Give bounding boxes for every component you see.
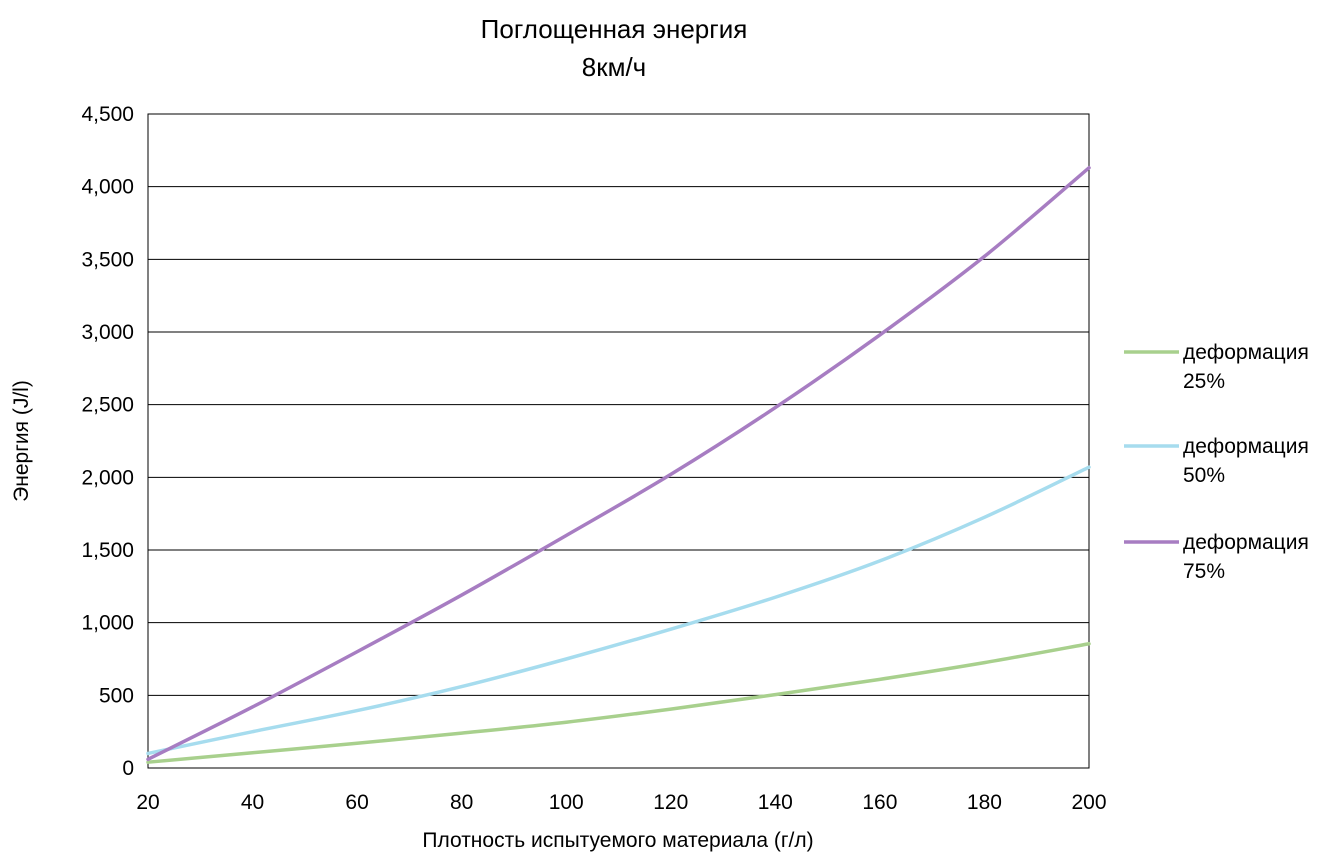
x-tick-label: 100 (549, 791, 584, 814)
y-tick-label: 2,500 (81, 394, 134, 417)
y-tick-label: 1,000 (81, 612, 134, 635)
x-axis-tick-labels: 20 40 60 80 100 120 140 160 180 200 (136, 791, 1106, 814)
chart-subtitle: 8км/ч (582, 52, 646, 82)
y-axis-tick-labels: 0 500 1,000 1,500 2,000 2,500 3,000 3,500 4,000 4… (81, 103, 134, 780)
x-tick-label: 200 (1071, 791, 1106, 814)
y-tick-label: 3,000 (81, 321, 134, 344)
x-tick-label: 140 (758, 791, 793, 814)
legend-label: деформация (1183, 341, 1309, 364)
series-lines (146, 166, 1091, 764)
plot-area-frame (147, 113, 1090, 769)
series-line-2 (146, 465, 1091, 756)
x-tick-label: 120 (653, 791, 688, 814)
legend-label: 75% (1183, 560, 1225, 583)
y-tick-label: 4,000 (81, 176, 134, 199)
x-tick-label: 40 (241, 791, 264, 814)
x-tick-label: 80 (450, 791, 473, 814)
x-axis-label: Плотность испытуемого материала (г/л) (422, 829, 813, 852)
x-tick-label: 20 (136, 791, 159, 814)
series-line-3 (146, 166, 1091, 762)
legend: деформация 25% деформация 50% деформация 75% (1124, 341, 1309, 583)
y-tick-label: 1,500 (81, 539, 134, 562)
y-tick-label: 4,500 (81, 103, 134, 126)
x-tick-label: 160 (862, 791, 897, 814)
chart-title: Поглощенная энергия (481, 14, 748, 44)
y-tick-label: 3,500 (81, 248, 134, 271)
legend-label: деформация (1183, 435, 1309, 458)
x-tick-label: 180 (967, 791, 1002, 814)
legend-label: деформация (1183, 531, 1309, 554)
legend-label: 50% (1183, 464, 1225, 487)
x-tick-label: 60 (345, 791, 368, 814)
legend-label: 25% (1183, 370, 1225, 393)
y-tick-label: 2,000 (81, 466, 134, 489)
series-line-1 (146, 641, 1091, 764)
y-tick-label: 0 (122, 757, 134, 780)
y-tick-label: 500 (99, 684, 134, 707)
y-axis-label: Энергия (J/l) (10, 380, 33, 502)
